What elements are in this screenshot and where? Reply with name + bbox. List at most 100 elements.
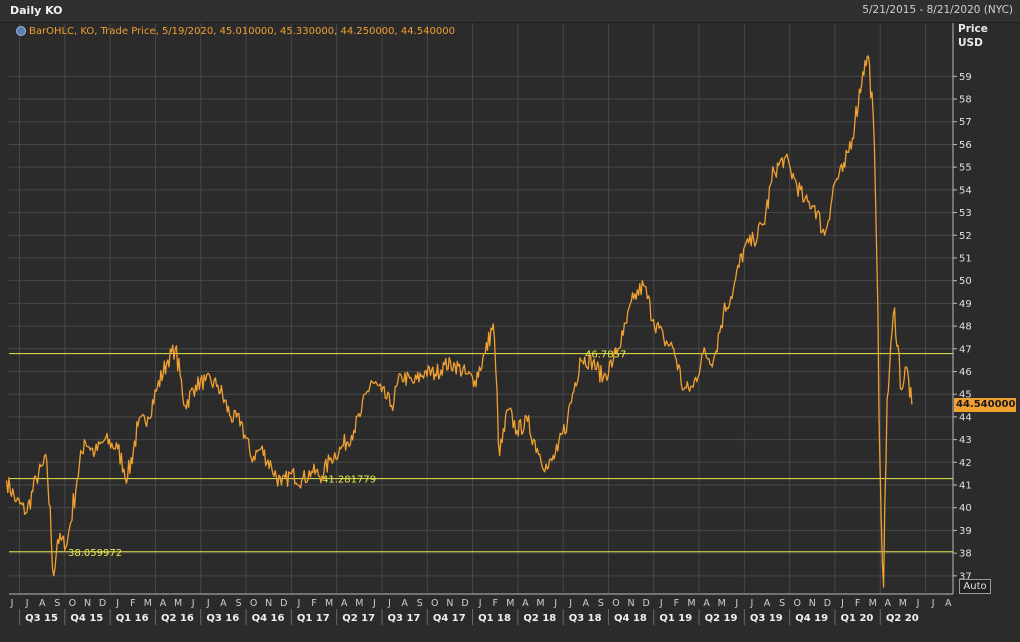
x-month-label: A xyxy=(401,598,408,609)
x-month-label: J xyxy=(659,598,663,609)
series-legend[interactable]: BarOHLC, KO, Trade Price, 5/19/2020, 45.… xyxy=(16,24,455,38)
x-month-label: O xyxy=(431,598,438,609)
x-month-label: J xyxy=(25,598,29,609)
series-icon xyxy=(16,26,26,36)
y-tick-label: 40 xyxy=(959,503,972,514)
x-month-label: J xyxy=(734,598,738,609)
x-quarter-label: Q4 19 xyxy=(795,613,828,624)
x-month-label: J xyxy=(387,598,391,609)
x-month-label: D xyxy=(461,598,468,609)
y-tick-label: 59 xyxy=(959,72,972,83)
x-month-label: J xyxy=(372,598,376,609)
x-month-label: M xyxy=(144,598,152,609)
x-quarter-label: Q4 18 xyxy=(614,613,647,624)
price-label: Price xyxy=(958,23,988,35)
x-month-label: M xyxy=(869,598,877,609)
x-quarter-label: Q2 17 xyxy=(342,613,375,624)
x-month-label: M xyxy=(718,598,726,609)
y-tick-label: 37 xyxy=(959,571,972,582)
reference-line-label: 38.059972 xyxy=(68,548,122,559)
reference-line-label: 46.7857 xyxy=(585,350,626,361)
y-tick-label: 52 xyxy=(959,231,972,242)
y-tick-label: 57 xyxy=(959,117,972,128)
x-month-label: A xyxy=(583,598,590,609)
x-month-label: J xyxy=(296,598,300,609)
currency-label: USD xyxy=(958,37,983,49)
price-series-line xyxy=(5,55,913,588)
x-month-label: S xyxy=(235,598,241,609)
y-tick-label: 47 xyxy=(959,344,972,355)
x-month-label: A xyxy=(160,598,167,609)
y-tick-label: 45 xyxy=(959,390,972,401)
x-quarter-label: Q4 15 xyxy=(70,613,103,624)
x-quarter-label: Q1 20 xyxy=(841,613,874,624)
x-month-label: J xyxy=(478,598,482,609)
chart-title: Daily KO xyxy=(10,4,63,17)
x-quarter-label: Q3 15 xyxy=(25,613,58,624)
x-quarter-label: Q2 19 xyxy=(705,613,738,624)
x-quarter-label: Q2 20 xyxy=(886,613,919,624)
auto-scale-button[interactable]: Auto xyxy=(959,579,991,594)
x-month-label: A xyxy=(885,598,892,609)
x-quarter-label: Q3 16 xyxy=(206,613,239,624)
x-month-label: F xyxy=(674,598,679,609)
x-month-label: F xyxy=(311,598,316,609)
x-quarter-label: Q2 16 xyxy=(161,613,194,624)
x-month-label: A xyxy=(341,598,348,609)
x-month-label: J xyxy=(10,598,14,609)
x-month-label: M xyxy=(174,598,182,609)
y-tick-label: 50 xyxy=(959,276,972,287)
y-tick-label: 58 xyxy=(959,95,972,106)
x-month-label: D xyxy=(824,598,831,609)
x-month-label: N xyxy=(809,598,816,609)
x-month-label: M xyxy=(899,598,907,609)
y-tick-label: 39 xyxy=(959,526,972,537)
x-month-label: S xyxy=(598,598,604,609)
reference-line-label: 41.281779 xyxy=(322,475,376,486)
x-month-label: M xyxy=(687,598,695,609)
x-month-label: J xyxy=(568,598,572,609)
y-tick-label: 49 xyxy=(959,299,972,310)
x-quarter-label: Q2 18 xyxy=(523,613,556,624)
x-month-label: J xyxy=(191,598,195,609)
x-quarter-label: Q4 16 xyxy=(252,613,285,624)
x-month-label: A xyxy=(764,598,771,609)
y-tick-label: 44 xyxy=(959,412,972,423)
x-month-label: N xyxy=(84,598,91,609)
price-axis-header: Price USD xyxy=(958,22,988,50)
x-month-label: O xyxy=(612,598,619,609)
plot-area xyxy=(9,23,953,594)
x-month-label: J xyxy=(553,598,557,609)
x-month-label: N xyxy=(446,598,453,609)
x-month-label: M xyxy=(506,598,514,609)
x-quarter-label: Q3 19 xyxy=(750,613,783,624)
x-month-label: J xyxy=(840,598,844,609)
x-month-label: A xyxy=(945,598,952,609)
x-quarter-label: Q3 17 xyxy=(388,613,421,624)
x-quarter-label: Q1 16 xyxy=(116,613,149,624)
last-value-tag: 44.540000 xyxy=(954,397,1016,412)
y-tick-label: 56 xyxy=(959,140,972,151)
x-month-label: O xyxy=(250,598,257,609)
x-month-label: S xyxy=(54,598,60,609)
x-month-label: F xyxy=(492,598,497,609)
title-bar: Daily KO 5/21/2015 - 8/21/2020 (NYC) xyxy=(0,0,1020,23)
x-quarter-label: Q3 18 xyxy=(569,613,602,624)
x-month-label: A xyxy=(703,598,710,609)
x-month-label: O xyxy=(793,598,800,609)
y-tick-label: 41 xyxy=(959,481,972,492)
y-tick-label: 53 xyxy=(959,208,972,219)
y-tick-label: 43 xyxy=(959,435,972,446)
x-quarter-label: Q1 17 xyxy=(297,613,330,624)
x-month-label: S xyxy=(417,598,423,609)
x-month-label: A xyxy=(522,598,529,609)
x-quarter-label: Q1 18 xyxy=(478,613,511,624)
x-month-label: J xyxy=(206,598,210,609)
x-month-label: J xyxy=(931,598,935,609)
date-range: 5/21/2015 - 8/21/2020 (NYC) xyxy=(862,4,1013,16)
x-quarter-label: Q4 17 xyxy=(433,613,466,624)
x-month-label: S xyxy=(779,598,785,609)
x-month-label: J xyxy=(916,598,920,609)
